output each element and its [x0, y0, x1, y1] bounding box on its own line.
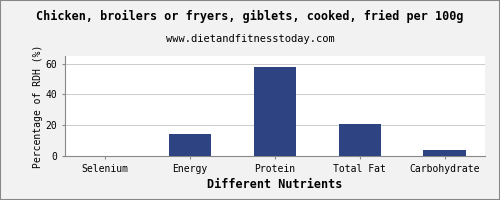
Y-axis label: Percentage of RDH (%): Percentage of RDH (%) — [33, 44, 43, 168]
Text: Chicken, broilers or fryers, giblets, cooked, fried per 100g: Chicken, broilers or fryers, giblets, co… — [36, 10, 464, 23]
Text: www.dietandfitnesstoday.com: www.dietandfitnesstoday.com — [166, 34, 334, 44]
Bar — [254, 67, 296, 156]
X-axis label: Different Nutrients: Different Nutrients — [208, 178, 342, 191]
Bar — [338, 124, 381, 156]
Bar — [169, 134, 212, 156]
Bar — [424, 150, 466, 156]
